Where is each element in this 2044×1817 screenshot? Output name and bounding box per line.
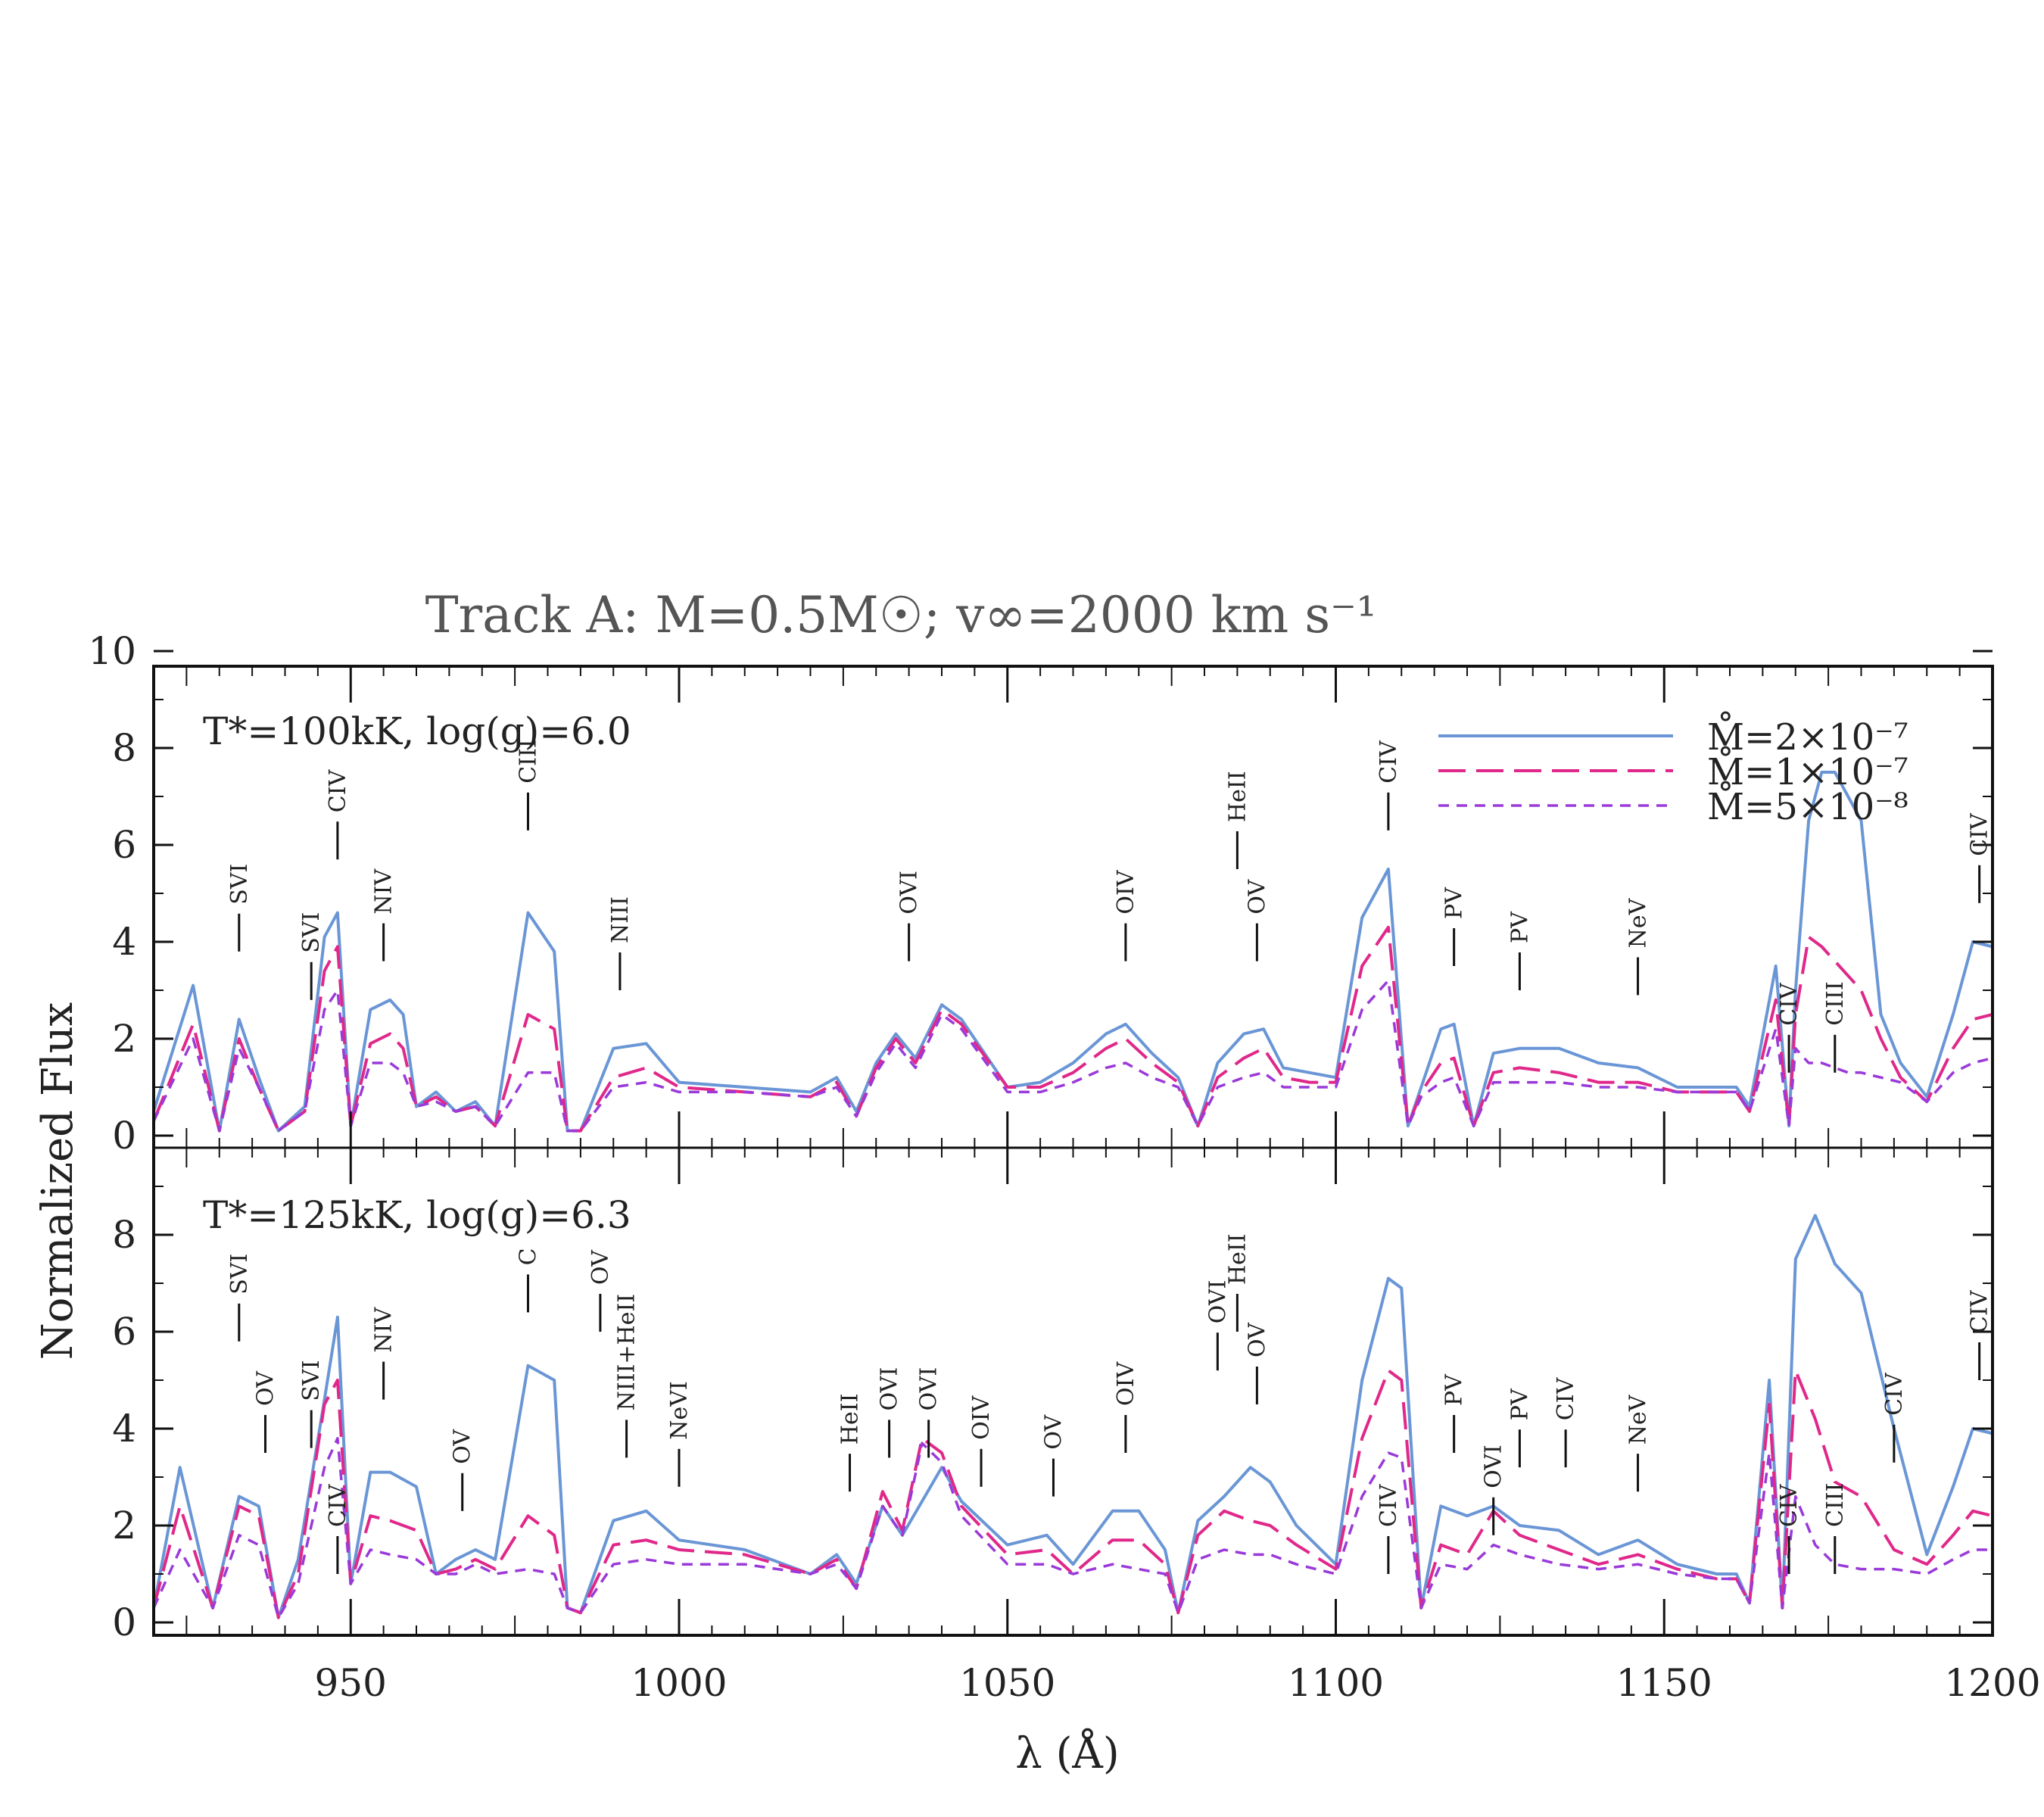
line-id-label: CIV (1376, 740, 1402, 784)
y-tick-label: 0 (112, 1600, 136, 1644)
line-id-label: CIII (1822, 981, 1849, 1026)
line-id-label: CIII (1822, 1482, 1849, 1527)
plot-layer: 0 2 4 6 8 10 T*=100kK, log(g)=6.0 0 2 4 6 8 T*=125kK… (88, 629, 2040, 1705)
line-id-label: SVI (226, 864, 253, 905)
line-id-label: HeII (837, 1394, 864, 1445)
line-id-label: OV (1244, 1322, 1270, 1357)
line-id-label: OVI (1481, 1445, 1507, 1488)
x-tick-label: 950 (315, 1661, 387, 1705)
y-tick-label: 2 (112, 1017, 136, 1061)
line-id-label: CIV (325, 768, 351, 812)
line-id-label: C (516, 1248, 542, 1265)
line-id-label: NIII (607, 896, 634, 943)
line-id-label: OVI (877, 1367, 903, 1411)
x-tick-label: 1150 (1616, 1661, 1712, 1705)
x-tick-label: 1100 (1288, 1661, 1384, 1705)
series-line-panel2-3 (154, 1437, 1993, 1619)
line-id-label: PV (1441, 887, 1468, 919)
line-id-label: SVI (298, 912, 325, 953)
y-tick-label: 2 (112, 1504, 136, 1547)
series-line-panel2-2 (154, 1369, 1993, 1619)
x-axis-label: λ (Å) (1015, 1728, 1119, 1778)
line-id-label: CIV (1776, 1483, 1803, 1527)
line-id-label: OV (587, 1249, 614, 1285)
line-id-label: SVI (226, 1254, 253, 1295)
panel-label: T*=100kK, log(g)=6.0 (203, 709, 631, 753)
line-id-label: PV (1507, 911, 1533, 943)
plot-frame (152, 665, 1994, 1637)
y-axis-label: Normalized Flux (33, 1002, 83, 1360)
panel-label: T*=125kK, log(g)=6.3 (203, 1193, 631, 1237)
line-id-label: HeII (1224, 1233, 1251, 1285)
line-id-label: CIII (516, 739, 542, 784)
y-tick-label: 6 (112, 823, 136, 867)
line-id-label: NeV (1625, 897, 1652, 948)
line-id-label: OIV (1113, 1361, 1139, 1406)
line-id-label: CIV (325, 1483, 351, 1527)
x-tick-label: 1200 (1944, 1661, 2040, 1705)
line-id-label: OIV (1113, 869, 1139, 914)
y-tick-label: 4 (112, 1407, 136, 1451)
line-id-label: CIV (1376, 1483, 1402, 1527)
line-id-label: PV (1507, 1388, 1533, 1420)
line-id-label: CIV (1967, 1289, 1993, 1333)
line-id-label: OV (1041, 1414, 1067, 1450)
line-id-label: NIII+HeII (614, 1294, 640, 1411)
x-tick-label: 1000 (631, 1661, 727, 1705)
series-line-panel1-2 (154, 925, 1993, 1133)
series-line-panel2-1 (154, 1214, 1993, 1619)
line-id-label: NIV (371, 868, 397, 914)
line-id-label: OIV (968, 1395, 995, 1439)
line-id-label: OVI (896, 871, 923, 915)
chart-title: Track A: M=0.5M☉; v∞=2000 km s⁻¹ (425, 586, 1377, 644)
line-id-label: NIV (371, 1306, 397, 1352)
line-id-label: CIV (1967, 812, 1993, 856)
line-id-label: OV (1244, 879, 1270, 915)
series-line-panel1-3 (154, 979, 1993, 1133)
y-tick-label: 8 (112, 1213, 136, 1257)
line-id-label: SVI (298, 1360, 325, 1401)
line-id-label: OVI (1204, 1280, 1231, 1324)
line-id-label: CIV (1553, 1376, 1579, 1420)
y-tick-label: 4 (112, 920, 136, 964)
line-id-label: HeII (1224, 771, 1251, 822)
line-id-label: OVI (916, 1367, 943, 1411)
line-id-label: PV (1441, 1373, 1468, 1406)
y-tick-label: 0 (112, 1114, 136, 1158)
x-tick-label: 1050 (959, 1661, 1055, 1705)
line-id-label: NeVI (666, 1381, 693, 1440)
legend-entry-3: M̊=5×10⁻⁸ (1707, 780, 1908, 828)
legend-entry-1: M̊=2×10⁻⁷ (1707, 710, 1908, 759)
line-id-label: CIV (1776, 982, 1803, 1026)
line-id-label: CIV (1881, 1372, 1908, 1416)
y-tick-label: 10 (88, 629, 136, 673)
line-id-label: OV (253, 1370, 279, 1406)
y-tick-label: 6 (112, 1310, 136, 1354)
y-tick-label: 8 (112, 726, 136, 770)
line-id-label: OV (450, 1429, 476, 1464)
line-id-label: NeV (1625, 1394, 1652, 1445)
legend-entry-2: M̊=1×10⁻⁷ (1707, 745, 1908, 793)
